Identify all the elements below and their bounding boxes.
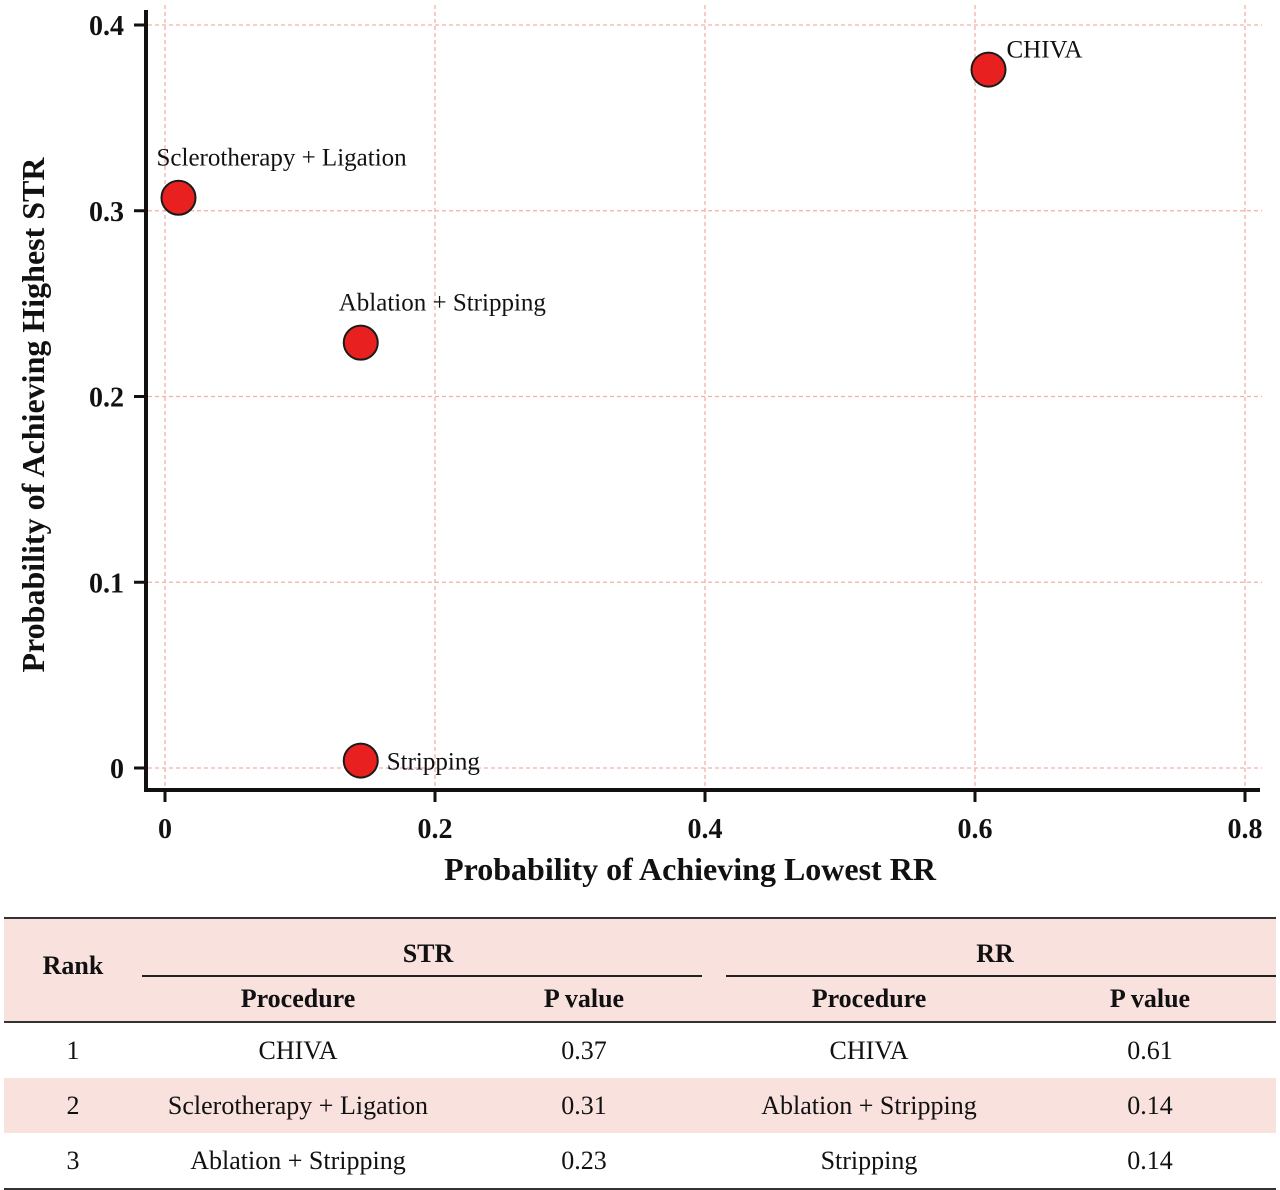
axes xyxy=(144,10,1260,792)
data-points: CHIVA Sclerotherapy + Ligation Ablation + … xyxy=(157,37,1083,779)
table-header-row: Rank STR RR xyxy=(4,918,1276,980)
point-label: CHIVA xyxy=(1007,37,1083,64)
rank-cell: 2 xyxy=(66,1090,80,1120)
x-tick-label: 0.2 xyxy=(418,814,453,845)
y-tick-label: 0.4 xyxy=(89,11,124,42)
rr-group-header: RR xyxy=(714,918,1276,977)
x-tick-label: 0.4 xyxy=(688,814,723,845)
x-tick-label: 0 xyxy=(158,814,172,845)
table-body: 1 CHIVA 0.37 CHIVA 0.61 2 Sclerotherapy … xyxy=(4,1022,1276,1189)
str-pvalue-cell: 0.23 xyxy=(561,1145,607,1175)
rr-procedure-cell: CHIVA xyxy=(829,1035,909,1065)
str-procedure-cell: Ablation + Stripping xyxy=(190,1145,406,1175)
rr-pvalue-cell: 0.14 xyxy=(1127,1145,1173,1175)
y-tick-label: 0.1 xyxy=(89,568,124,599)
scatter-chart: 0 0.2 0.4 0.6 0.8 0 0.1 0.2 0.3 0.4 CHIVA Scleroth… xyxy=(15,5,1263,887)
str-pvalue-cell: 0.37 xyxy=(561,1035,607,1065)
y-tick-label: 0 xyxy=(110,754,124,785)
point-label: Ablation + Stripping xyxy=(339,290,547,317)
rr-pvalue-header: P value xyxy=(1109,984,1191,1013)
y-tick-label: 0.2 xyxy=(89,383,124,414)
str-group-header: STR xyxy=(142,918,714,977)
rr-procedure-header: Procedure xyxy=(811,984,927,1013)
table-row: 2 Sclerotherapy + Ligation 0.31 Ablation… xyxy=(4,1078,1276,1133)
table-header: Rank STR RR Procedure P value Procedure … xyxy=(4,918,1276,1022)
str-procedure-cell: Sclerotherapy + Ligation xyxy=(167,1090,429,1120)
x-tick-label: 0.8 xyxy=(1228,814,1263,845)
str-procedure-header: Procedure xyxy=(240,984,356,1013)
rr-procedure-cell: Stripping xyxy=(820,1145,918,1175)
point-label: Sclerotherapy + Ligation xyxy=(157,145,408,172)
str-procedure-cell: CHIVA xyxy=(258,1035,338,1065)
data-point xyxy=(160,179,197,216)
rr-pvalue-cell: 0.61 xyxy=(1127,1035,1173,1065)
ticks: 0 0.2 0.4 0.6 0.8 0 0.1 0.2 0.3 0.4 xyxy=(89,11,1263,845)
table-row: 3 Ablation + Stripping 0.23 Stripping 0.… xyxy=(4,1133,1276,1189)
data-point xyxy=(970,51,1007,88)
data-point xyxy=(342,324,379,361)
x-axis-title: Probability of Achieving Lowest RR xyxy=(444,851,937,887)
y-tick-label: 0.3 xyxy=(89,197,124,228)
x-tick-label: 0.6 xyxy=(958,814,993,845)
y-axis-title: Probability of Achieving Highest STR xyxy=(15,157,51,673)
rank-header: Rank xyxy=(42,951,104,980)
point-label: Stripping xyxy=(387,749,481,776)
rank-cell: 1 xyxy=(66,1035,80,1065)
rr-pvalue-cell: 0.14 xyxy=(1127,1090,1173,1120)
data-point xyxy=(342,742,379,779)
table-row: 1 CHIVA 0.37 CHIVA 0.61 xyxy=(4,1022,1276,1078)
rr-procedure-cell: Ablation + Stripping xyxy=(761,1090,977,1120)
str-pvalue-header: P value xyxy=(543,984,625,1013)
str-pvalue-cell: 0.31 xyxy=(561,1090,607,1120)
rank-table: Rank STR RR Procedure P value Procedure … xyxy=(4,917,1276,1190)
rank-cell: 3 xyxy=(66,1145,80,1175)
table-subheader-row: Procedure P value Procedure P value xyxy=(4,977,1276,1022)
grid xyxy=(148,5,1262,788)
